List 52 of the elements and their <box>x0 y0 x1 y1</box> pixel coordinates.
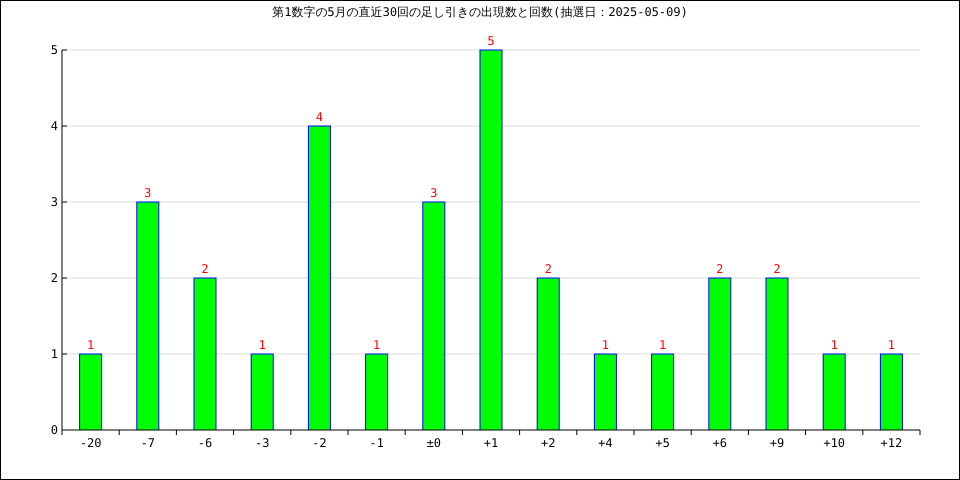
x-tick-label: -6 <box>198 436 212 450</box>
x-tick-label: +5 <box>655 436 670 450</box>
bar <box>594 354 617 430</box>
bar <box>79 354 102 430</box>
y-tick-label: 1 <box>50 347 58 361</box>
y-tick-label: 5 <box>50 43 58 57</box>
data-label: 2 <box>773 262 781 276</box>
bar <box>308 126 331 430</box>
chart-title: 第1数字の5月の直近30回の足し引きの出現数と回数(抽選日：2025-05-09) <box>272 5 688 19</box>
bar <box>880 354 903 430</box>
x-tick-label: +4 <box>598 436 613 450</box>
x-tick-label: +1 <box>484 436 498 450</box>
x-tick-label: -3 <box>254 436 270 450</box>
x-tick-label: +10 <box>823 436 846 450</box>
bar <box>136 202 160 430</box>
data-label: 2 <box>544 262 552 276</box>
y-tick-label: 0 <box>50 423 58 437</box>
x-tick-label: -2 <box>312 436 327 450</box>
data-label: 1 <box>888 338 896 352</box>
x-tick-label: +2 <box>540 436 556 450</box>
x-tick-label: +6 <box>712 436 728 450</box>
x-tick-label: +9 <box>770 436 784 450</box>
y-tick-label: 2 <box>50 271 58 285</box>
bar <box>250 354 274 430</box>
x-tick-label: -1 <box>369 436 384 450</box>
data-label: 1 <box>258 338 266 352</box>
bar <box>422 202 446 430</box>
data-label: 1 <box>86 338 94 352</box>
x-tick-label: +12 <box>880 436 902 450</box>
bar <box>651 354 674 430</box>
x-tick-label: -20 <box>80 436 102 450</box>
bar <box>536 278 560 430</box>
data-label: 4 <box>316 110 324 124</box>
data-label: 3 <box>430 186 438 200</box>
x-tick-label: -7 <box>140 436 156 450</box>
y-tick-label: 4 <box>50 119 58 133</box>
bar <box>708 278 732 430</box>
data-label: 2 <box>716 262 724 276</box>
bar <box>365 354 388 430</box>
bar <box>194 278 216 430</box>
bar <box>766 278 788 430</box>
bar <box>480 50 502 430</box>
data-label: 2 <box>201 262 209 276</box>
data-label: 1 <box>372 338 380 352</box>
x-tick-label: ±0 <box>426 436 442 450</box>
data-label: 1 <box>658 338 666 352</box>
y-tick-label: 3 <box>50 195 58 209</box>
data-label: 3 <box>144 186 152 200</box>
bar <box>822 354 846 430</box>
data-label: 1 <box>830 338 838 352</box>
data-label: 1 <box>602 338 610 352</box>
data-label: 5 <box>487 34 495 48</box>
